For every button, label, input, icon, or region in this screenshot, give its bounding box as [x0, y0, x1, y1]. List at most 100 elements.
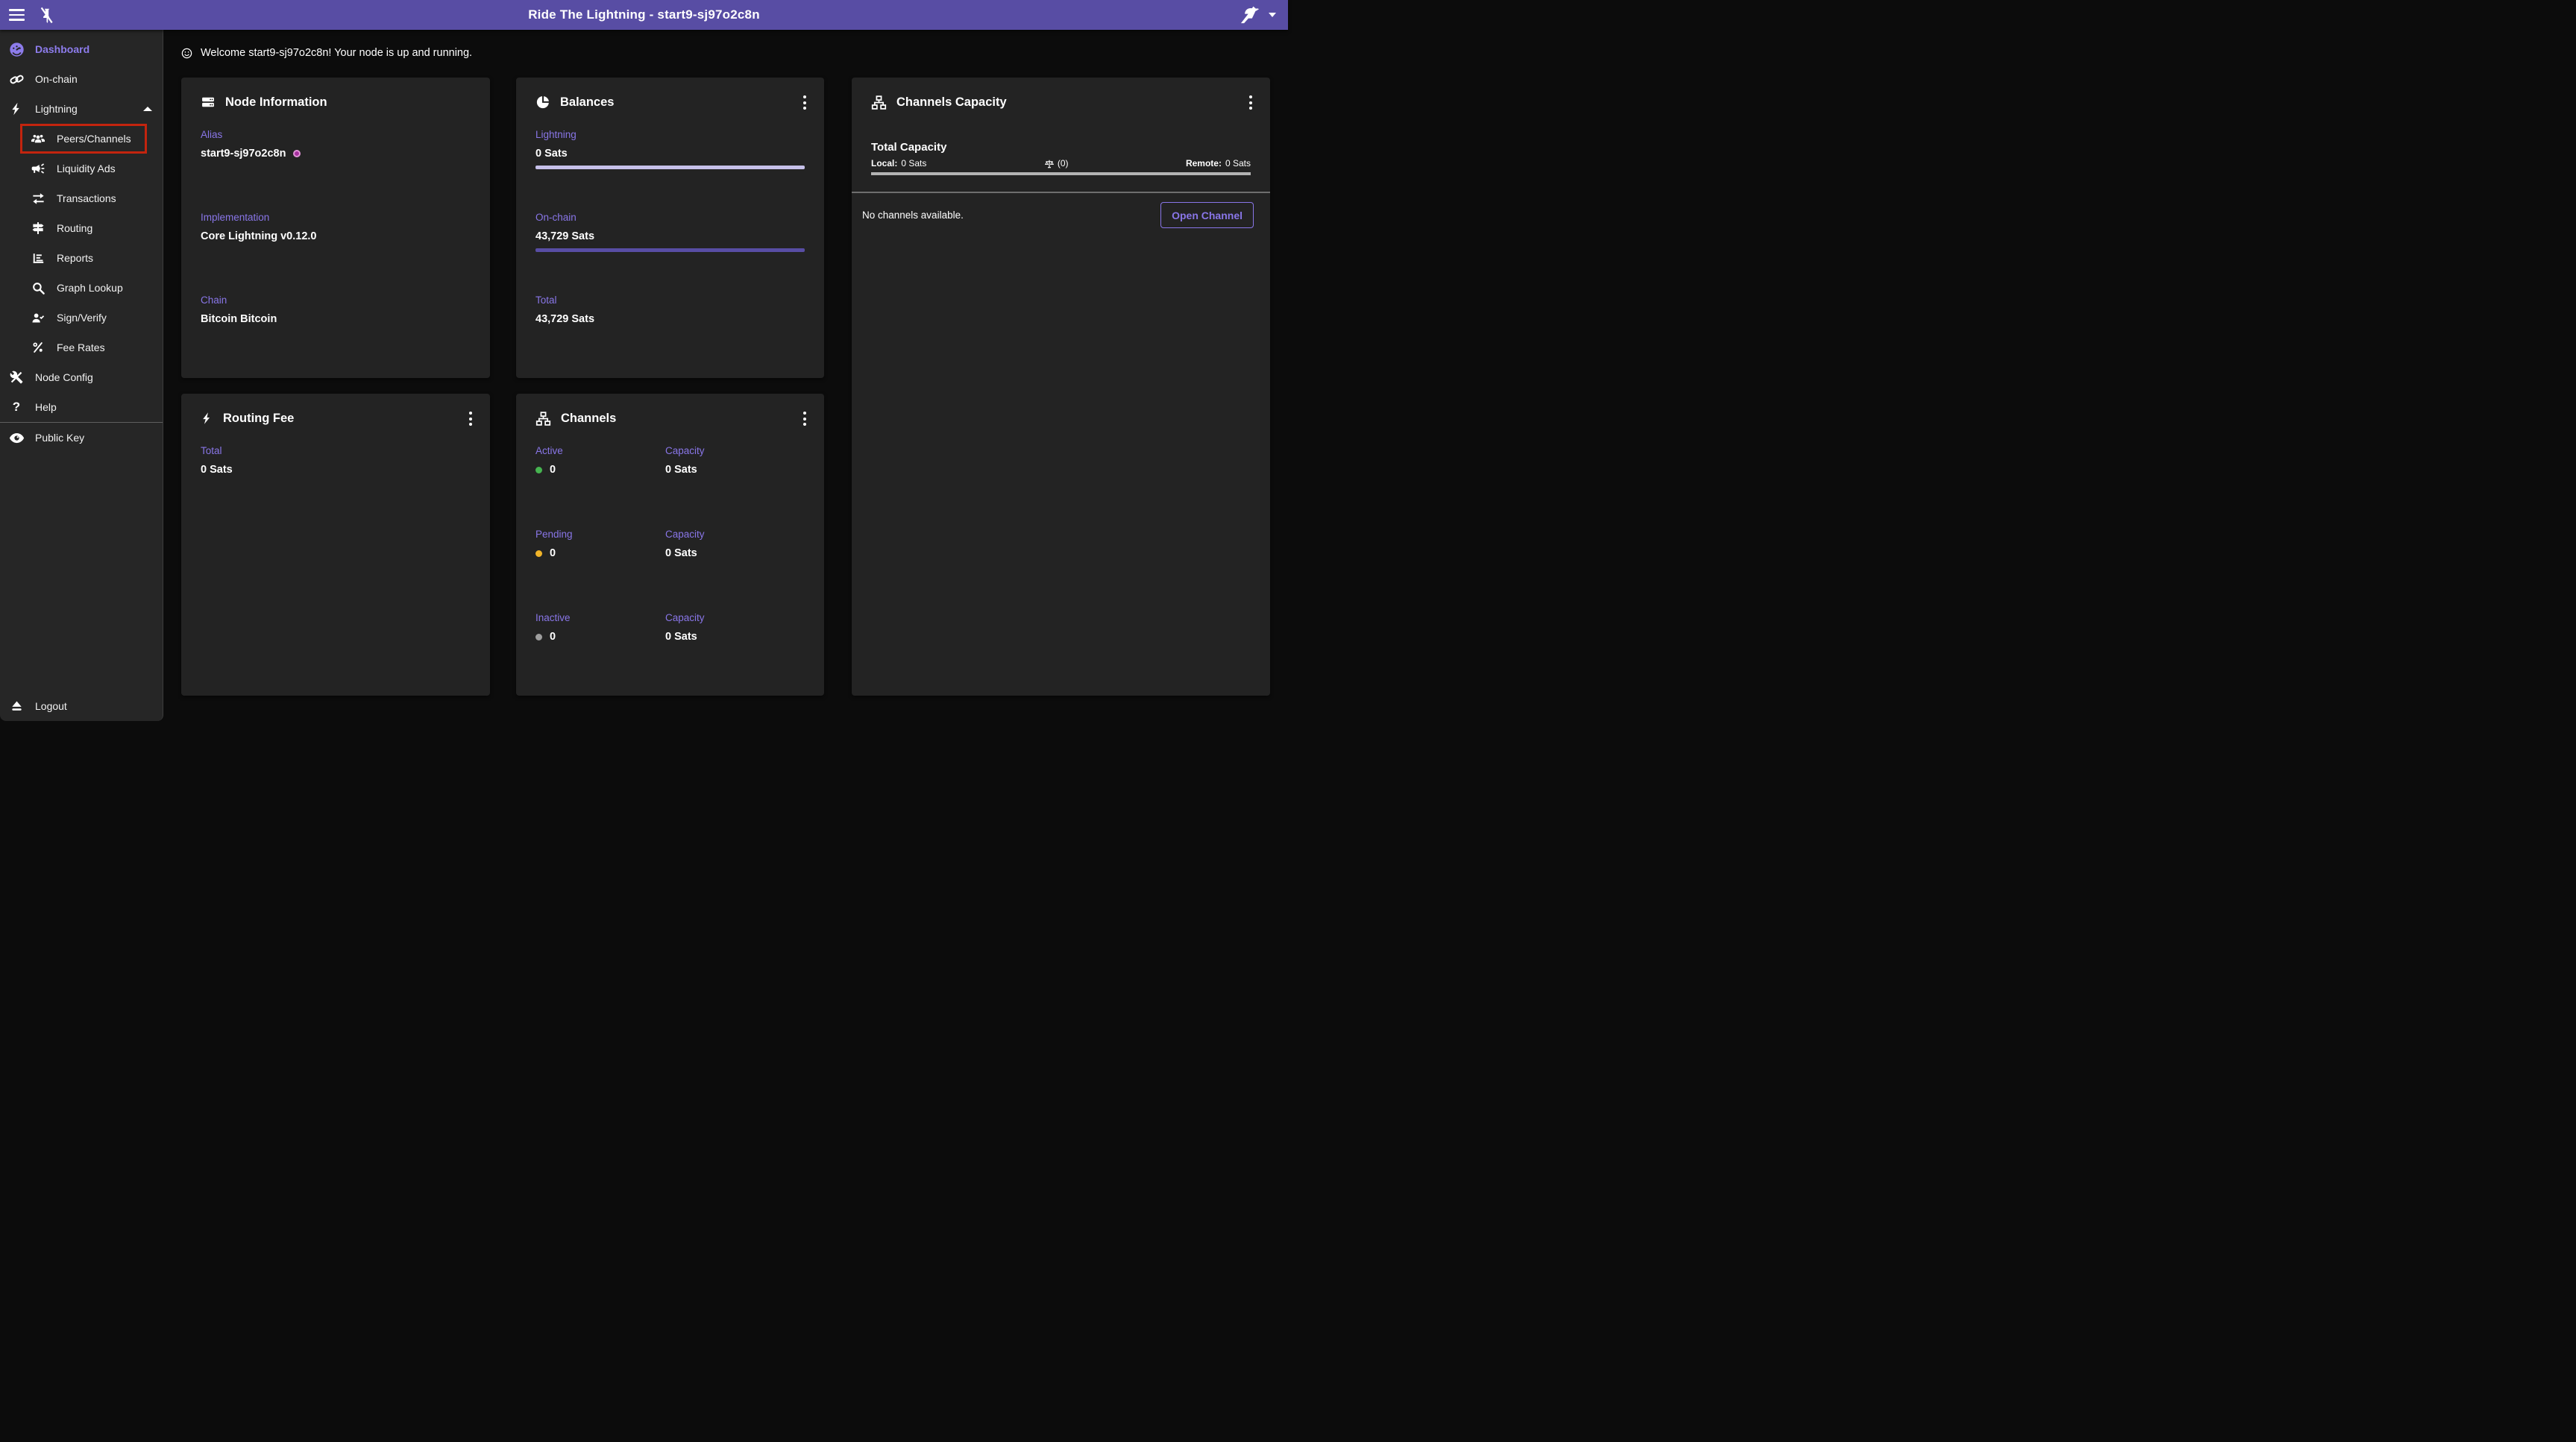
sidebar-item-label: Logout [35, 700, 67, 712]
peers-icon [29, 131, 47, 146]
sidebar-item-onchain[interactable]: On-chain [0, 64, 163, 94]
pending-status-dot [535, 550, 542, 557]
field-label: Implementation [201, 212, 270, 223]
signpost-icon [29, 221, 47, 236]
account-menu[interactable] [1239, 5, 1288, 25]
capacity-value: 0 Sats [665, 547, 697, 559]
sidebar-item-label: Fee Rates [57, 341, 105, 353]
sidebar-item-transactions[interactable]: Transactions [0, 183, 163, 213]
lightning-balance-bar [535, 166, 805, 169]
channels-menu-button[interactable] [799, 409, 811, 429]
sidebar-item-fee-rates[interactable]: Fee Rates [0, 333, 163, 362]
sidebar-item-label: Transactions [57, 192, 116, 204]
balanced-channels-count: (0) [1057, 158, 1069, 169]
sidebar-item-logout[interactable]: Logout [0, 691, 163, 721]
card-title: Node Information [225, 95, 327, 109]
eject-icon [7, 700, 25, 713]
smiley-icon [181, 48, 192, 59]
eye-icon [7, 432, 25, 444]
sidebar-item-label: Node Config [35, 371, 93, 383]
field-label: Lightning [535, 129, 577, 140]
swap-arrows-icon [29, 192, 47, 206]
pin-off-button[interactable] [33, 0, 60, 30]
sidebar-item-peers-channels[interactable]: Peers/Channels [0, 124, 163, 154]
lightning-balance: Lightning 0 Sats [535, 128, 805, 169]
open-channel-button[interactable]: Open Channel [1160, 202, 1254, 228]
capacity-label: Capacity [665, 612, 705, 623]
sidebar-item-lightning[interactable]: Lightning [0, 94, 163, 124]
network-hub-icon [871, 95, 887, 110]
field-value: 0 Sats [201, 464, 233, 476]
page-title: Ride The Lightning - start9-sj97o2c8n [528, 7, 760, 22]
lightning-bolt-icon [7, 101, 25, 116]
remote-label: Remote: [1185, 158, 1222, 169]
field-value: 43,729 Sats [535, 313, 595, 325]
sidebar-item-label: Liquidity Ads [57, 163, 116, 174]
welcome-banner: Welcome start9-sj97o2c8n! Your node is u… [181, 47, 472, 59]
sidebar-item-label: Lightning [35, 103, 78, 115]
inactive-status-dot [535, 633, 542, 640]
chevron-down-icon [1269, 13, 1276, 17]
dashboard-icon [7, 42, 25, 57]
node-implementation-field: Implementation Core Lightning v0.12.0 [201, 211, 471, 244]
local-remote-row: Local: 0 Sats (0) Remote: 0 Sats [871, 158, 1251, 169]
sidebar-item-reports[interactable]: Reports [0, 243, 163, 273]
routing-fee-card: Routing Fee Total 0 Sats [181, 394, 490, 696]
balance-scale-icon [1044, 159, 1055, 169]
routing-fee-total: Total 0 Sats [201, 444, 471, 477]
question-icon: ? [12, 400, 21, 414]
welcome-message: Welcome start9-sj97o2c8n! Your node is u… [201, 47, 473, 59]
card-title: Balances [560, 95, 615, 109]
channels-capacity-menu-button[interactable] [1245, 92, 1257, 113]
status-label: Active [535, 445, 563, 456]
total-balance: Total 43,729 Sats [535, 294, 805, 327]
card-title: Channels Capacity [896, 95, 1007, 109]
menu-toggle-button[interactable] [0, 0, 33, 30]
person-check-icon [29, 311, 47, 325]
lightning-bolt-icon [201, 411, 213, 426]
search-icon [29, 281, 47, 295]
pin-off-icon [39, 7, 54, 24]
sidebar-item-liquidity-ads[interactable]: Liquidity Ads [0, 154, 163, 183]
status-count: 0 [550, 464, 556, 476]
bar-report-icon [29, 251, 47, 265]
active-capacity: Capacity 0 Sats [665, 444, 805, 477]
status-count: 0 [550, 547, 556, 559]
sidebar-item-label: Graph Lookup [57, 282, 123, 294]
routing-fee-menu-button[interactable] [465, 409, 477, 429]
capacity-divider [852, 192, 1270, 193]
channels-card: Channels Active 0 Capacity 0 Sats Pendin… [516, 394, 824, 696]
pie-chart-icon [535, 95, 550, 110]
no-channels-text: No channels available. [862, 210, 964, 221]
field-value: 43,729 Sats [535, 230, 595, 242]
local-label: Local: [871, 158, 898, 169]
sidebar-item-sign-verify[interactable]: Sign/Verify [0, 303, 163, 333]
sidebar-item-label: Dashboard [35, 43, 90, 55]
field-value: start9-sj97o2c8n [201, 148, 286, 160]
remote-value: 0 Sats [1225, 158, 1251, 169]
total-capacity-heading: Total Capacity [871, 141, 947, 154]
inactive-channels: Inactive 0 [535, 611, 665, 644]
balances-card: Balances Lightning 0 Sats On-chain 43,72… [516, 78, 824, 378]
sidebar-item-routing[interactable]: Routing [0, 213, 163, 243]
percent-icon [29, 341, 47, 354]
sidebar-item-graph-lookup[interactable]: Graph Lookup [0, 273, 163, 303]
alias-color-dot [293, 150, 301, 157]
capacity-value: 0 Sats [665, 464, 697, 476]
status-label: Inactive [535, 612, 571, 623]
sidebar-item-dashboard[interactable]: Dashboard [0, 34, 163, 64]
main-content: Welcome start9-sj97o2c8n! Your node is u… [164, 30, 1288, 721]
sidebar: Dashboard On-chain Lightning [0, 30, 163, 721]
active-channels: Active 0 [535, 444, 665, 477]
sidebar-item-help[interactable]: ? Help [0, 392, 163, 422]
chevron-up-icon [143, 107, 152, 111]
field-label: On-chain [535, 212, 577, 223]
pending-channels: Pending 0 [535, 528, 665, 561]
sidebar-item-node-config[interactable]: Node Config [0, 362, 163, 392]
onchain-balance: On-chain 43,729 Sats [535, 211, 805, 252]
sidebar-item-label: Help [35, 401, 57, 413]
node-chain-field: Chain Bitcoin Bitcoin [201, 294, 471, 327]
balances-menu-button[interactable] [799, 92, 811, 113]
sidebar-item-public-key[interactable]: Public Key [0, 423, 163, 453]
active-status-dot [535, 466, 542, 473]
